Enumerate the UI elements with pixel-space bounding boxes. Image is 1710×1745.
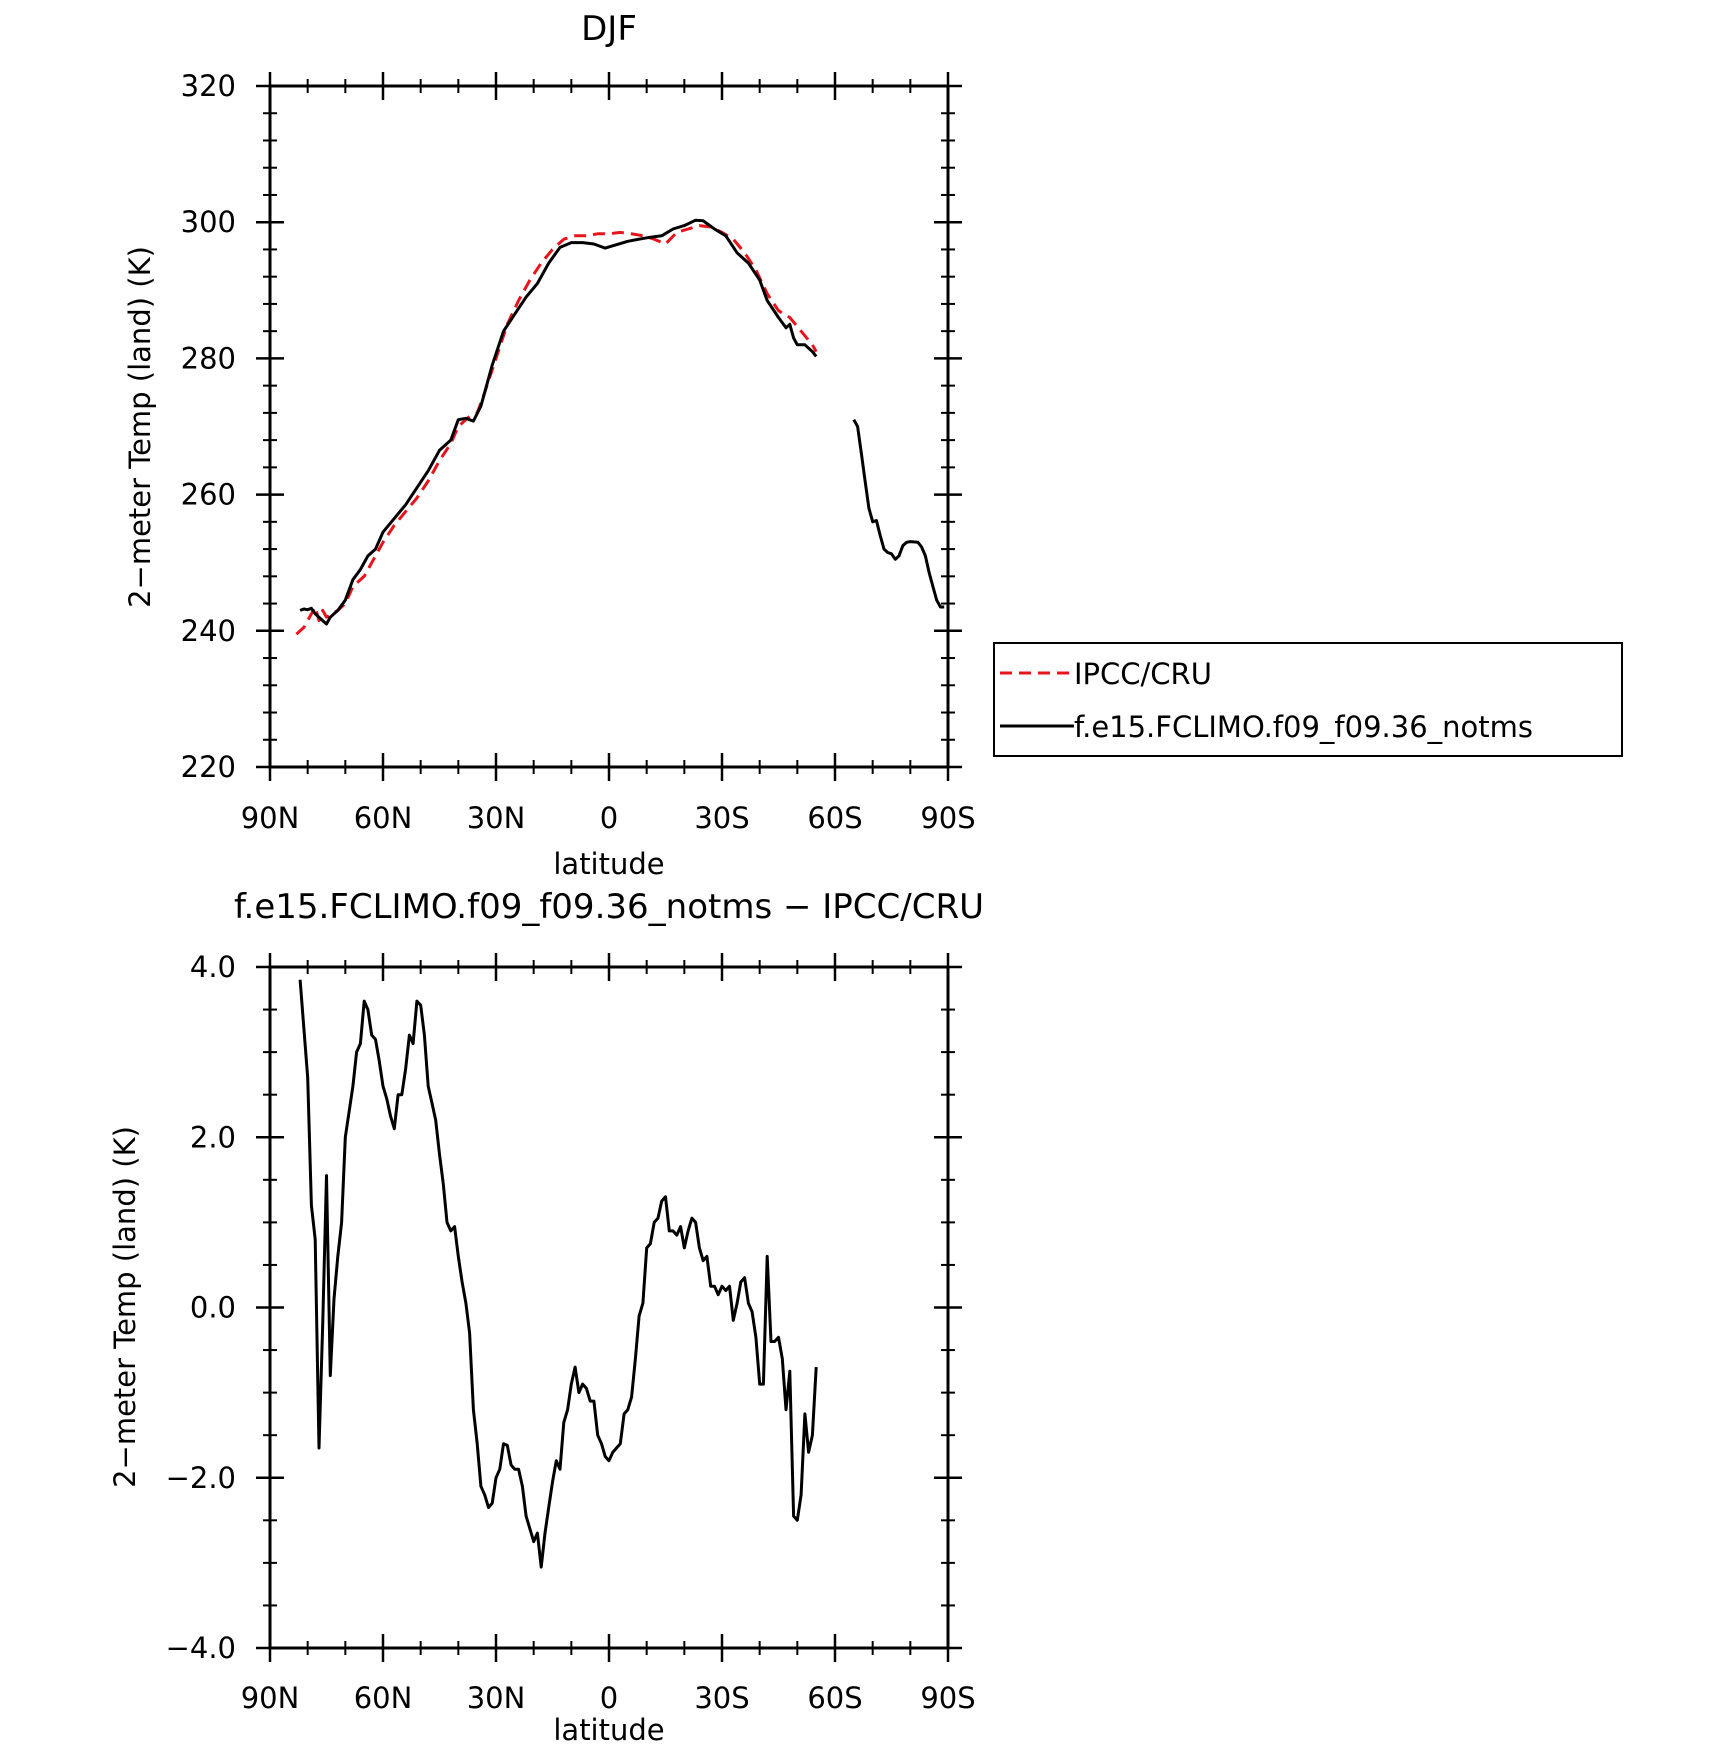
ticks-bottom bbox=[256, 953, 962, 1662]
xtick-label-60s: 60S bbox=[807, 801, 862, 835]
ytick-label-2: 2.0 bbox=[190, 1120, 236, 1154]
series-difference-line bbox=[298, 979, 818, 1569]
ytick-label-300: 300 bbox=[181, 205, 236, 239]
ylabel-bottom: 2−meter Temp (land) (K) bbox=[108, 1126, 142, 1488]
ytick-label-320: 320 bbox=[181, 69, 236, 103]
title-bottom: f.e15.FCLIMO.f09_f09.36_notms − IPCC/CRU bbox=[234, 887, 984, 927]
legend-box bbox=[993, 642, 1623, 757]
ytick-label-280: 280 bbox=[181, 341, 236, 375]
xtick-label-30n: 30N bbox=[467, 801, 526, 835]
legend-label-ipcc-cru: IPCC/CRU bbox=[1074, 657, 1212, 691]
xtick-labels-bottom: 90N 60N 30N 0 30S 60S 90S bbox=[241, 1681, 976, 1715]
xtick-label-90n: 90N bbox=[241, 1681, 300, 1715]
xtick-labels-top: 90N 60N 30N 0 30S 60S 90S bbox=[241, 801, 976, 835]
xtick-label-30s: 30S bbox=[694, 1681, 749, 1715]
ytick-label-0: 0.0 bbox=[190, 1291, 236, 1325]
series-ipcc-cru-line bbox=[295, 224, 818, 636]
ytick-label-minus-4: −4.0 bbox=[166, 1631, 236, 1665]
legend: IPCC/CRU f.e15.FCLIMO.f09_f09.36_notms bbox=[993, 642, 1623, 757]
xtick-label-60s: 60S bbox=[807, 1681, 862, 1715]
xtick-label-90s: 90S bbox=[920, 1681, 975, 1715]
ticks-top bbox=[256, 72, 962, 781]
ytick-label-minus-2: −2.0 bbox=[166, 1461, 236, 1495]
xlabel-top: latitude bbox=[553, 847, 664, 881]
ytick-label-4: 4.0 bbox=[190, 950, 236, 984]
plot-frame-bottom bbox=[268, 965, 950, 1650]
xtick-label-90s: 90S bbox=[920, 801, 975, 835]
xtick-label-90n: 90N bbox=[241, 801, 300, 835]
ytick-label-260: 260 bbox=[181, 478, 236, 512]
title-top: DJF bbox=[581, 9, 637, 49]
xtick-label-30n: 30N bbox=[467, 1681, 526, 1715]
plot-frame-top bbox=[268, 84, 950, 769]
ytick-labels-bottom: −4.0 −2.0 0.0 2.0 4.0 bbox=[166, 950, 236, 1665]
ytick-label-240: 240 bbox=[181, 614, 236, 648]
xtick-label-0: 0 bbox=[600, 801, 618, 835]
xtick-label-30s: 30S bbox=[694, 801, 749, 835]
panel-top-climatology: DJF 90N 60N 30N 0 30S 60S 90S 220 240 26… bbox=[123, 9, 1623, 881]
xlabel-bottom: latitude bbox=[553, 1713, 664, 1745]
plot-area-top bbox=[295, 218, 945, 636]
legend-label-model: f.e15.FCLIMO.f09_f09.36_notms bbox=[1074, 710, 1533, 744]
panel-bottom-difference: f.e15.FCLIMO.f09_f09.36_notms − IPCC/CRU… bbox=[108, 887, 984, 1745]
series-model-line bbox=[299, 218, 945, 626]
ylabel-top: 2−meter Temp (land) (K) bbox=[123, 246, 157, 608]
xtick-label-60n: 60N bbox=[354, 801, 413, 835]
xtick-label-60n: 60N bbox=[354, 1681, 413, 1715]
plot-area-bottom bbox=[298, 979, 818, 1569]
ytick-labels-top: 220 240 260 280 300 320 bbox=[181, 69, 236, 784]
xtick-label-0: 0 bbox=[600, 1681, 618, 1715]
ytick-label-220: 220 bbox=[181, 750, 236, 784]
